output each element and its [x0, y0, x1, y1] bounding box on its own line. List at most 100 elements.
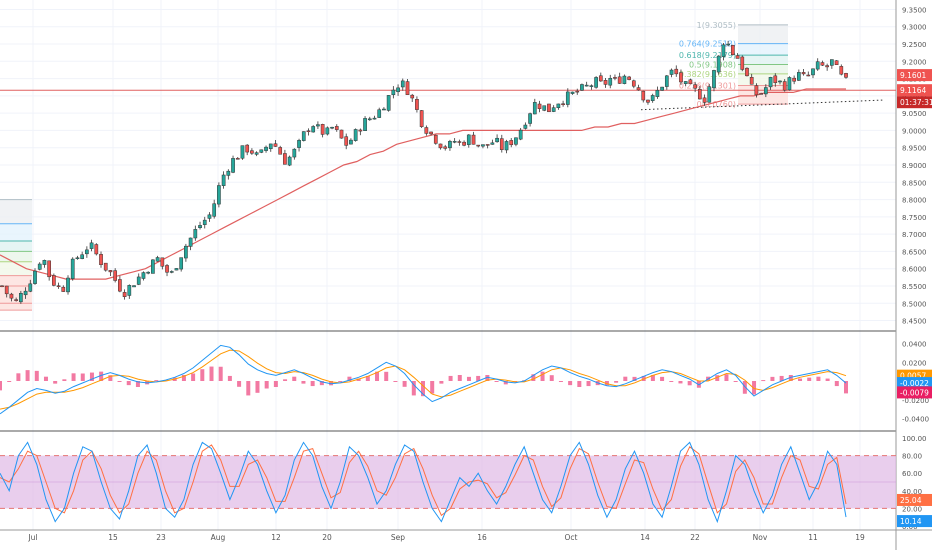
candle: [226, 169, 231, 180]
x-tick-label: 19: [855, 533, 865, 542]
candle: [608, 74, 613, 89]
candle-body: [320, 124, 325, 135]
macd-hist-bar: [181, 375, 186, 381]
candle: [462, 140, 466, 147]
macd-hist-bar: [485, 375, 490, 381]
macd-hist-bar: [255, 381, 260, 393]
candle: [811, 68, 815, 79]
candle-body: [89, 242, 94, 249]
candle: [344, 133, 349, 150]
candle-body: [66, 277, 70, 293]
candle: [245, 144, 250, 156]
candle-body: [363, 118, 367, 131]
candle-body: [221, 174, 226, 186]
candle: [367, 116, 372, 121]
x-tick-label: Jul: [27, 533, 37, 542]
candle: [424, 125, 429, 136]
macd-tick-label: 0.0400: [902, 341, 927, 349]
candle-body: [316, 124, 320, 127]
candle-body: [481, 144, 485, 147]
stoch-k-tag: 10.14: [897, 515, 932, 528]
stochastic-k-line: [0, 441, 847, 524]
candle-body: [811, 68, 815, 76]
candle-body: [325, 127, 330, 135]
candle-body: [754, 85, 759, 96]
candle-body: [702, 97, 707, 103]
candle: [127, 284, 132, 299]
candle-body: [462, 141, 466, 146]
candle-body: [504, 141, 509, 151]
candle: [485, 144, 490, 149]
macd-hist-bar: [844, 381, 848, 394]
fib-zone: [0, 223, 32, 242]
stoch-d-tag-text: 25.04: [900, 496, 922, 505]
x-axis: Jul 15 23 Aug 12 20 Sep 16 Oct 14 22 Nov 11 19: [27, 533, 865, 542]
price-tick-label: 8.8000: [902, 197, 927, 205]
candle: [806, 71, 811, 77]
candle-body: [683, 81, 688, 84]
candle: [476, 144, 481, 148]
price-tick-label: 8.5000: [902, 300, 927, 308]
candle-body: [556, 103, 561, 109]
candle: [184, 243, 188, 262]
macd-hist-bar: [770, 376, 775, 381]
candle: [570, 91, 575, 95]
current-price-tag: 9.1601: [897, 69, 932, 82]
macd-hist-bar: [687, 381, 692, 386]
candle-body: [735, 55, 740, 59]
macd-hist-bar: [807, 377, 812, 381]
candle-body: [103, 262, 108, 271]
candle-body: [377, 109, 382, 118]
candle: [382, 107, 386, 111]
candle: [636, 84, 641, 91]
candle: [415, 96, 419, 113]
macd-hist-bar: [191, 373, 196, 381]
candle-body: [108, 270, 113, 273]
fib-level-label: 1(9.3055): [697, 21, 736, 30]
stoch-d-tag-bg: [897, 493, 932, 506]
candle: [165, 264, 169, 277]
candle-body: [749, 77, 754, 85]
candle-body: [792, 77, 796, 82]
candle-body: [37, 263, 42, 270]
candle-body: [499, 138, 504, 150]
macd-hist-bar: [503, 381, 508, 385]
macd-hist-bar: [25, 370, 30, 381]
candle-body: [198, 225, 202, 228]
stochastic-tick-label: 20.00: [902, 505, 922, 513]
x-tick-label: Sep: [391, 533, 405, 542]
candle-body: [490, 142, 495, 145]
candle-body: [825, 65, 829, 68]
fib-zone: [738, 64, 788, 74]
candle: [151, 259, 155, 274]
horizontal-line-tag: 9.1164: [897, 84, 932, 97]
candle: [33, 268, 37, 285]
candle: [532, 98, 537, 115]
candle-body: [542, 105, 547, 111]
candle-body: [287, 156, 292, 166]
x-tick-label: Oct: [565, 533, 578, 542]
candle: [320, 123, 325, 138]
countdown-tag-bg: [897, 96, 932, 109]
x-tick-label: 12: [271, 533, 281, 542]
candle: [457, 139, 462, 146]
fib-zone: [738, 55, 788, 65]
candle: [287, 155, 292, 167]
candle-body: [796, 72, 801, 81]
candle-body: [655, 90, 660, 97]
candle-body: [674, 68, 679, 75]
candle-body: [235, 158, 240, 160]
candle: [66, 275, 70, 295]
candle: [325, 126, 330, 136]
macd-hist-bar: [724, 374, 729, 381]
current-price-tag-bg: [897, 69, 932, 82]
stochastic-d-line: [0, 444, 847, 517]
candle-body: [292, 148, 297, 158]
candle-body: [160, 257, 165, 267]
macd-hist-bar: [209, 366, 214, 381]
candle: [622, 74, 627, 85]
candle: [763, 84, 768, 98]
candle: [155, 255, 160, 262]
candle: [94, 243, 99, 256]
